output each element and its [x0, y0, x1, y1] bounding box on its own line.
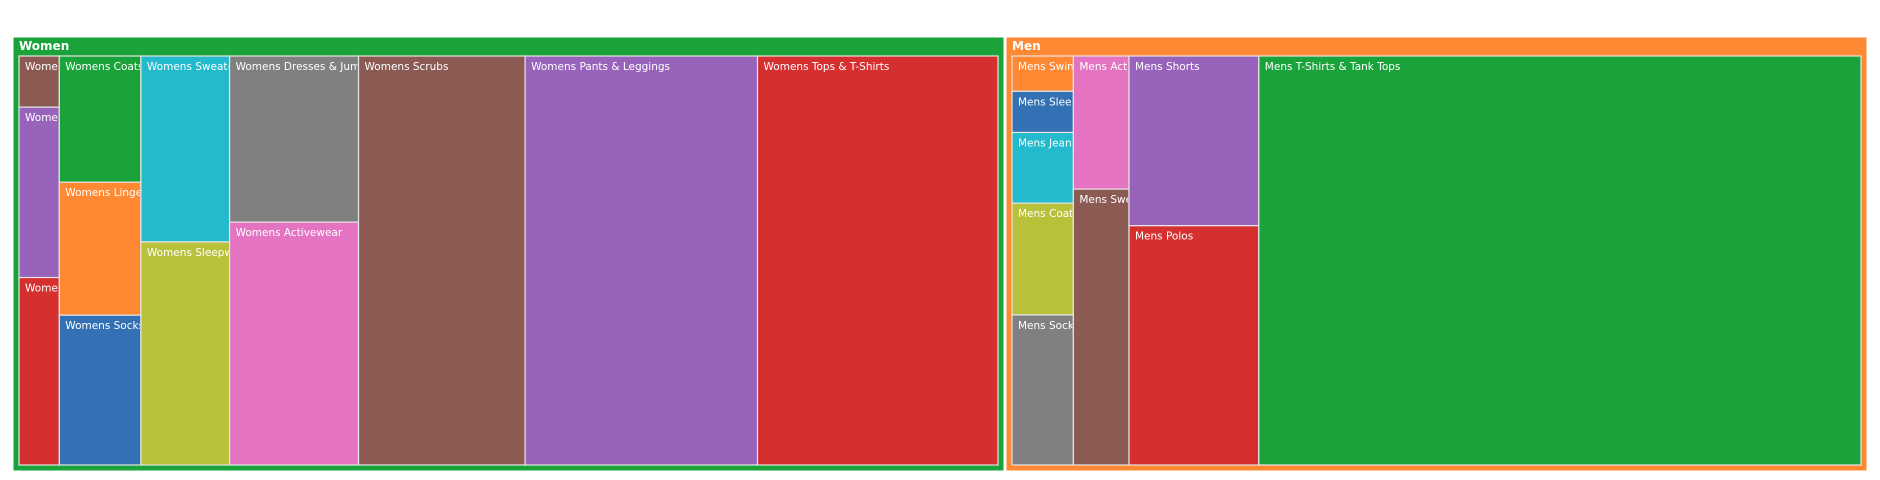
tile-rect-womens-coats-jackets[interactable]: [58, 55, 142, 183]
tile-rect-mens-t-shirts-tank-tops[interactable]: [1258, 55, 1862, 466]
tile-rect-womens-sweaters[interactable]: [140, 55, 231, 243]
tile-womens-swimwear[interactable]: Womens Swimwear: [18, 55, 128, 108]
tile-mens-shorts[interactable]: Mens Shorts: [1128, 55, 1260, 227]
tile-label-mens-socks: Mens Socks: [1018, 320, 1079, 332]
tile-label-womens-jeans: Womens Jeans: [25, 112, 101, 124]
tile-womens-activewear[interactable]: Womens Activewear: [228, 221, 360, 466]
tile-label-womens-coats-jackets: Womens Coats & Jackets: [65, 61, 195, 73]
tile-label-womens-shorts: Womens Shorts: [25, 283, 107, 295]
group-label-women: Women: [19, 39, 69, 53]
tile-rect-womens-activewear[interactable]: [228, 221, 360, 466]
tile-label-womens-lingerie: Womens Lingerie: [65, 187, 156, 199]
tile-rect-mens-polos[interactable]: [1128, 225, 1260, 466]
tile-rect-womens-swimwear[interactable]: [18, 55, 60, 108]
tile-rect-mens-activewear[interactable]: [1072, 55, 1130, 190]
group-label-men: Men: [1012, 39, 1041, 53]
tile-womens-dresses-jumpsuits[interactable]: Womens Dresses & Jumpsuits: [228, 55, 392, 223]
tile-rect-mens-socks[interactable]: [1011, 314, 1074, 466]
tile-label-womens-pants-leggings: Womens Pants & Leggings: [531, 61, 670, 73]
tile-rect-womens-pants-leggings[interactable]: [524, 55, 759, 466]
tile-label-womens-sleepwear: Womens Sleepwear: [147, 247, 251, 259]
tile-label-mens-activewear: Mens Activewear: [1079, 61, 1169, 73]
tile-label-mens-jeans: Mens Jeans: [1018, 138, 1077, 150]
tile-label-mens-sweaters: Mens Sweaters: [1079, 194, 1159, 206]
tile-rect-mens-shorts[interactable]: [1128, 55, 1260, 227]
tile-rect-womens-tops-t-shirts[interactable]: [756, 55, 999, 466]
tile-rect-womens-sleepwear[interactable]: [140, 241, 231, 466]
tile-mens-t-shirts-tank-tops[interactable]: Mens T-Shirts & Tank Tops: [1258, 55, 1862, 466]
tile-rect-mens-coats-jackets[interactable]: [1011, 202, 1074, 316]
tile-mens-polos[interactable]: Mens Polos: [1128, 225, 1260, 466]
tile-womens-sleepwear[interactable]: Womens Sleepwear: [140, 241, 251, 466]
tile-rect-womens-dresses-jumpsuits[interactable]: [228, 55, 360, 223]
tile-mens-jeans[interactable]: Mens Jeans: [1011, 131, 1077, 204]
tile-mens-coats-jackets[interactable]: Mens Coats & Jackets: [1011, 202, 1131, 316]
tile-label-mens-sleepwear: Mens Sleepwear: [1018, 96, 1105, 108]
tile-rect-womens-scrubs[interactable]: [357, 55, 526, 466]
tile-label-womens-tops-t-shirts: Womens Tops & T-Shirts: [764, 61, 890, 73]
tile-rect-womens-jeans[interactable]: [18, 106, 60, 279]
tile-label-womens-scrubs: Womens Scrubs: [365, 61, 449, 73]
tile-label-mens-polos: Mens Polos: [1135, 231, 1193, 243]
tile-rect-womens-socks-hosiery[interactable]: [58, 314, 142, 466]
tile-mens-socks[interactable]: Mens Socks: [1011, 314, 1079, 466]
tile-rect-womens-shorts[interactable]: [18, 276, 60, 466]
tile-womens-lingerie[interactable]: Womens Lingerie: [58, 181, 156, 316]
tile-womens-sweaters[interactable]: Womens Sweaters: [140, 55, 244, 243]
tile-womens-shorts[interactable]: Womens Shorts: [18, 276, 107, 466]
group-women[interactable]: Women Womens Swimwear Womens Jeans Womens S…: [12, 36, 1005, 472]
tile-label-womens-socks-hosiery: Womens Socks, Hosiery: [65, 320, 190, 332]
tile-label-womens-activewear: Womens Activewear: [236, 227, 343, 239]
tile-label-mens-swimwear: Mens Swimwear: [1018, 61, 1104, 73]
tile-label-mens-coats-jackets: Mens Coats & Jackets: [1018, 208, 1131, 220]
tile-label-womens-dresses-jumpsuits: Womens Dresses & Jumpsuits: [236, 61, 392, 73]
tile-label-womens-sweaters: Womens Sweaters: [147, 61, 244, 73]
group-men[interactable]: Men Mens Swimwear Mens Sleepwear Mens Jeans…: [1005, 36, 1868, 472]
tile-label-mens-t-shirts-tank-tops: Mens T-Shirts & Tank Tops: [1265, 61, 1401, 73]
tile-mens-sleepwear[interactable]: Mens Sleepwear: [1011, 90, 1105, 134]
tile-rect-womens-lingerie[interactable]: [58, 181, 142, 316]
tile-womens-pants-leggings[interactable]: Womens Pants & Leggings: [524, 55, 759, 466]
tile-label-womens-swimwear: Womens Swimwear: [25, 61, 128, 73]
tile-rect-mens-swimwear[interactable]: [1011, 55, 1074, 92]
tile-womens-coats-jackets[interactable]: Womens Coats & Jackets: [58, 55, 195, 183]
tile-mens-swimwear[interactable]: Mens Swimwear: [1011, 55, 1104, 92]
tile-womens-scrubs[interactable]: Womens Scrubs: [357, 55, 526, 466]
tile-mens-sweaters[interactable]: Mens Sweaters: [1072, 188, 1159, 466]
tile-rect-mens-sleepwear[interactable]: [1011, 90, 1074, 134]
tile-womens-tops-t-shirts[interactable]: Womens Tops & T-Shirts: [756, 55, 999, 466]
tile-rect-mens-sweaters[interactable]: [1072, 188, 1130, 466]
tile-label-mens-shorts: Mens Shorts: [1135, 61, 1200, 73]
